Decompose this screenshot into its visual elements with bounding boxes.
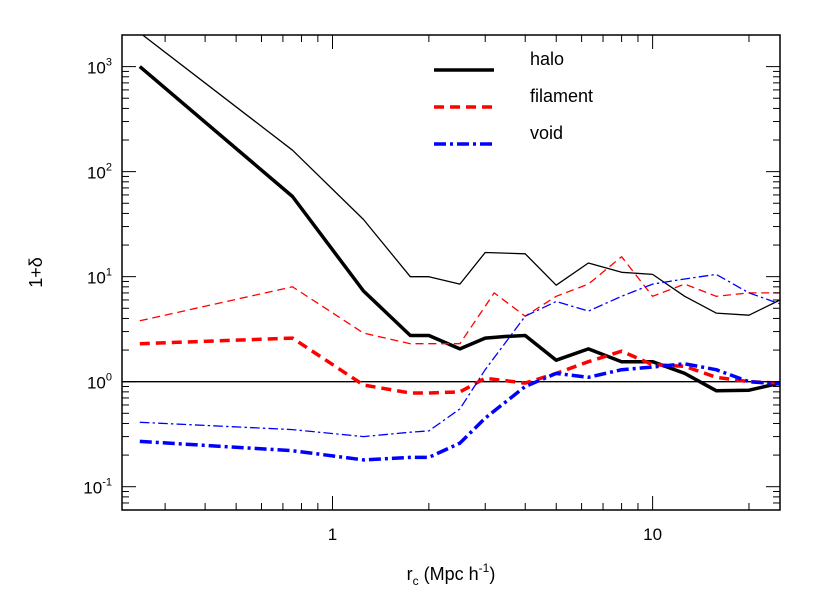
legend-label-void: void: [530, 123, 563, 143]
series-line-void-thick: [139, 362, 780, 462]
y-tick-label: 103: [87, 57, 112, 78]
y-tick-label: 102: [87, 162, 112, 183]
series-line-halo-thick: [138, 65, 780, 393]
legend: halo filament void: [434, 49, 593, 146]
x-axis-label-end: ): [489, 564, 495, 584]
series-line-thin-1-thin: [141, 35, 780, 316]
tick-layer: 10-1 100 101 102 103 1 10: [83, 34, 780, 544]
plot-frame: [121, 34, 781, 511]
series-line-thin-3-thin: [139, 256, 780, 345]
series-layer: [138, 35, 780, 462]
series-line-thin-5-thin: [139, 273, 780, 438]
x-axis-label-sub: c: [413, 574, 419, 588]
x-axis-label-main: (Mpc h: [419, 564, 479, 584]
x-tick-label: 10: [643, 525, 662, 544]
y-axis-label: 1+δ: [26, 257, 46, 288]
series-line-filament-thick: [139, 336, 780, 395]
legend-label-filament: filament: [530, 86, 593, 106]
x-axis-label-base: r: [407, 564, 413, 584]
legend-label-halo: halo: [530, 49, 564, 69]
y-tick-label: 10-1: [83, 477, 112, 498]
y-tick-label: 100: [87, 372, 112, 393]
x-axis-label: rc (Mpc h-1): [407, 561, 496, 588]
y-tick-label: 101: [87, 267, 112, 288]
x-axis-label-sup: -1: [479, 561, 490, 575]
x-tick-label: 1: [328, 525, 337, 544]
